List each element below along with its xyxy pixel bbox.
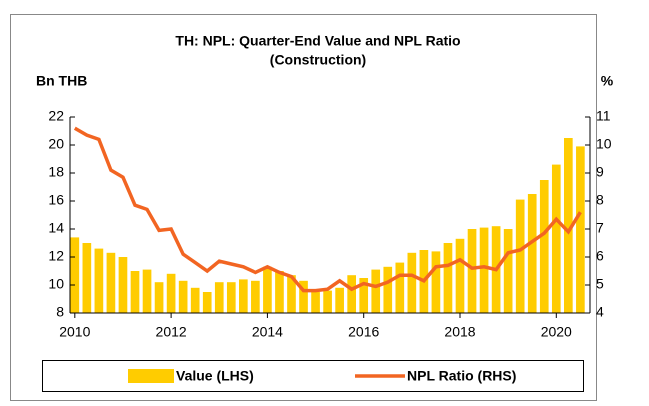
y2-tick-label: 6 bbox=[596, 248, 604, 264]
bar bbox=[359, 278, 369, 313]
bar bbox=[190, 287, 200, 313]
line bbox=[73, 126, 582, 293]
chart-title: TH: NPL: Quarter-End Value and NPL Ratio bbox=[175, 33, 460, 49]
bar bbox=[154, 282, 164, 313]
bar bbox=[431, 251, 441, 313]
bar bbox=[335, 287, 344, 313]
bar bbox=[443, 243, 453, 313]
bar bbox=[564, 138, 573, 313]
bar bbox=[527, 194, 537, 313]
y2-tick-label: 11 bbox=[596, 108, 611, 124]
bar bbox=[178, 280, 188, 313]
y2-tick-label: 4 bbox=[596, 304, 604, 320]
bar bbox=[239, 279, 248, 313]
y2-axis-label: % bbox=[601, 73, 614, 89]
bar bbox=[503, 229, 513, 313]
x-tick-label: 2010 bbox=[59, 324, 90, 340]
y-tick-label: 10 bbox=[48, 276, 64, 292]
chart-frame bbox=[10, 14, 597, 401]
y-tick-label: 20 bbox=[48, 136, 64, 152]
y2-tick-label: 5 bbox=[596, 276, 604, 292]
x-tick-label: 2012 bbox=[156, 324, 187, 340]
y-tick-label: 12 bbox=[48, 248, 64, 264]
bar bbox=[576, 146, 585, 313]
bar bbox=[311, 292, 320, 313]
bar bbox=[407, 252, 417, 313]
bar bbox=[82, 243, 92, 313]
bar bbox=[347, 275, 356, 313]
bar bbox=[70, 237, 80, 313]
bar bbox=[251, 280, 260, 313]
bar bbox=[106, 252, 116, 313]
x-tick-label: 2016 bbox=[348, 324, 379, 340]
legend-swatch bbox=[128, 369, 174, 383]
bar bbox=[142, 269, 152, 313]
bar bbox=[383, 266, 393, 313]
bar bbox=[371, 269, 381, 313]
bar bbox=[551, 164, 561, 313]
chart-subtitle: (Construction) bbox=[270, 52, 366, 68]
bar bbox=[118, 257, 128, 313]
bar bbox=[455, 238, 465, 313]
y-tick-label: 22 bbox=[48, 108, 64, 124]
legend-label: Value (LHS) bbox=[176, 368, 254, 384]
y-tick-label: 8 bbox=[56, 304, 64, 320]
bar bbox=[467, 229, 477, 313]
bar bbox=[226, 282, 236, 313]
y2-tick-label: 8 bbox=[596, 192, 604, 208]
bar bbox=[287, 275, 296, 313]
bar bbox=[130, 271, 140, 313]
y2-tick-label: 7 bbox=[596, 220, 604, 236]
legend-label: NPL Ratio (RHS) bbox=[407, 368, 516, 384]
y2-tick-label: 9 bbox=[596, 164, 604, 180]
bar bbox=[299, 280, 308, 313]
y2-tick-label: 10 bbox=[596, 136, 612, 152]
y-axis-label: Bn THB bbox=[36, 73, 87, 89]
legend-box bbox=[42, 360, 584, 392]
x-tick-label: 2020 bbox=[541, 324, 572, 340]
bar bbox=[539, 180, 549, 313]
bar bbox=[202, 292, 212, 313]
bar bbox=[166, 273, 176, 313]
y-tick-label: 18 bbox=[48, 164, 64, 180]
bar bbox=[275, 271, 284, 313]
bar bbox=[323, 290, 332, 313]
bar bbox=[214, 282, 224, 313]
x-tick-label: 2018 bbox=[444, 324, 475, 340]
y-tick-label: 16 bbox=[48, 192, 64, 208]
y-tick-label: 14 bbox=[48, 220, 64, 236]
bar bbox=[395, 262, 405, 313]
bar bbox=[94, 248, 104, 313]
bar bbox=[263, 266, 272, 313]
bar bbox=[479, 227, 489, 313]
x-tick-label: 2014 bbox=[252, 324, 283, 340]
bar bbox=[515, 199, 525, 313]
